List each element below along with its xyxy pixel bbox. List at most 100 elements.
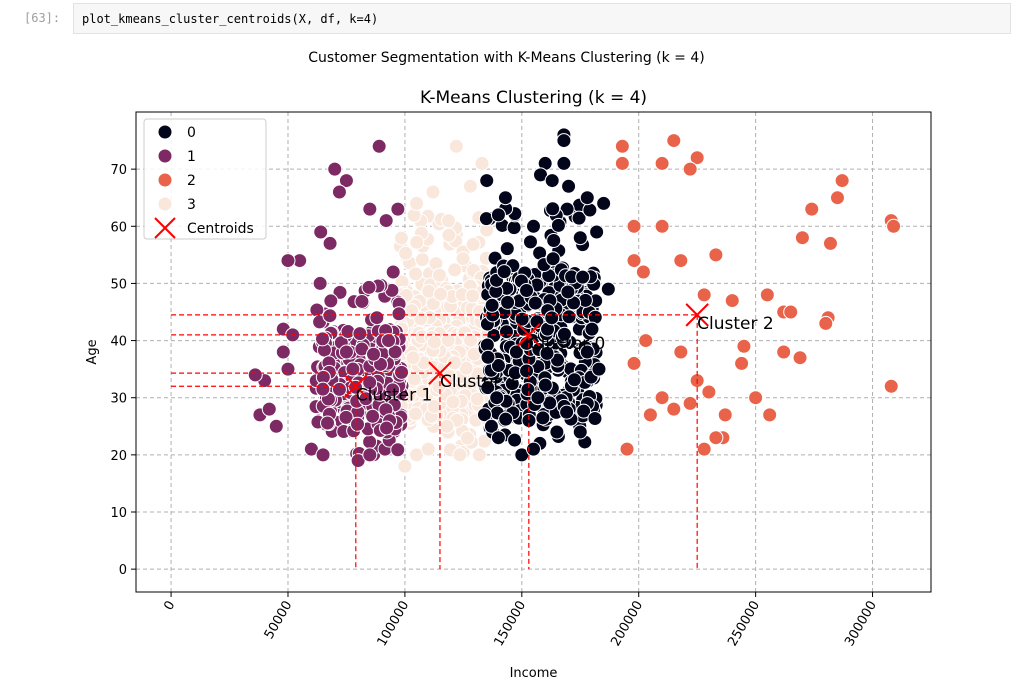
point-cluster-2 xyxy=(886,218,902,234)
point-cluster-2 xyxy=(635,264,651,280)
point-cluster-1 xyxy=(369,310,385,326)
point-cluster-2 xyxy=(673,253,689,269)
point-cluster-2 xyxy=(696,287,712,303)
y-tick-label: 60 xyxy=(110,220,127,235)
point-cluster-0 xyxy=(497,190,513,206)
centroid-label: Cluster 3 xyxy=(440,372,517,392)
point-cluster-1 xyxy=(345,361,361,377)
centroid-label: Cluster 2 xyxy=(697,314,774,334)
point-cluster-1 xyxy=(362,201,378,217)
point-cluster-0 xyxy=(572,424,588,440)
centroid-label: Cluster 0 xyxy=(529,334,606,354)
point-cluster-2 xyxy=(762,407,778,423)
point-cluster-2 xyxy=(822,235,838,251)
point-cluster-2 xyxy=(748,390,764,406)
y-tick-label: 10 xyxy=(110,506,127,521)
point-cluster-2 xyxy=(818,315,834,331)
point-cluster-1 xyxy=(322,308,338,324)
x-axis-label: Income xyxy=(510,666,558,679)
y-tick-label: 40 xyxy=(110,335,127,350)
point-cluster-0 xyxy=(530,390,546,406)
point-cluster-0 xyxy=(507,432,523,448)
point-cluster-1 xyxy=(323,293,339,309)
point-cluster-1 xyxy=(338,409,354,425)
point-cluster-1 xyxy=(362,375,378,391)
legend-marker xyxy=(157,172,173,188)
point-cluster-3 xyxy=(441,213,457,229)
point-cluster-0 xyxy=(582,202,598,218)
point-cluster-1 xyxy=(362,434,378,450)
point-cluster-2 xyxy=(682,395,698,411)
point-cluster-2 xyxy=(666,133,682,149)
x-tick-label: 200000 xyxy=(608,599,646,649)
point-cluster-0 xyxy=(561,309,577,325)
point-cluster-0 xyxy=(550,352,566,368)
centroid-marker xyxy=(685,303,709,327)
point-cluster-2 xyxy=(708,247,724,263)
point-cluster-2 xyxy=(626,218,642,234)
point-cluster-1 xyxy=(327,161,343,177)
point-cluster-0 xyxy=(600,281,616,297)
point-cluster-1 xyxy=(315,381,331,397)
point-cluster-2 xyxy=(642,407,658,423)
point-cluster-1 xyxy=(332,284,348,300)
point-cluster-0 xyxy=(526,441,541,457)
point-cluster-1 xyxy=(312,275,328,291)
point-cluster-0 xyxy=(519,283,535,299)
code-editor[interactable]: plot_kmeans_cluster_centroids(X, df, k=4… xyxy=(73,3,1011,34)
point-cluster-3 xyxy=(433,286,449,302)
point-cluster-2 xyxy=(736,338,752,354)
point-cluster-3 xyxy=(397,458,413,474)
point-cluster-0 xyxy=(544,173,560,189)
point-cluster-3 xyxy=(408,266,424,282)
point-cluster-0 xyxy=(589,224,605,240)
point-cluster-3 xyxy=(439,418,455,434)
point-cluster-2 xyxy=(829,190,845,206)
point-cluster-0 xyxy=(506,220,522,236)
centroid-markers: Cluster 0 Cluster 1 Cluster 2 Cluster 3 xyxy=(344,303,774,405)
chart-title: K-Means Clustering (k = 4) xyxy=(420,88,647,108)
cell-prompt: [63]: xyxy=(24,11,61,25)
point-cluster-1 xyxy=(261,401,277,417)
point-cluster-1 xyxy=(394,364,410,380)
point-cluster-0 xyxy=(575,269,591,285)
point-cluster-2 xyxy=(804,201,820,217)
point-cluster-2 xyxy=(759,287,775,303)
point-cluster-3 xyxy=(426,334,442,350)
point-cluster-0 xyxy=(596,195,612,211)
point-cluster-1 xyxy=(358,391,374,407)
point-cluster-1 xyxy=(350,416,366,432)
point-cluster-0 xyxy=(591,361,607,377)
x-tick-label: 100000 xyxy=(375,599,413,649)
point-cluster-1 xyxy=(247,367,263,383)
legend-box xyxy=(143,118,267,240)
point-cluster-3 xyxy=(431,379,447,395)
point-cluster-2 xyxy=(614,155,630,171)
point-cluster-0 xyxy=(571,210,587,226)
point-cluster-0 xyxy=(490,207,506,223)
legend-label: 0 xyxy=(187,125,196,141)
point-cluster-1 xyxy=(362,447,378,463)
notebook-cell: [63]: plot_kmeans_cluster_centroids(X, d… xyxy=(0,0,1013,40)
point-cluster-1 xyxy=(331,381,347,397)
point-cluster-1 xyxy=(390,442,406,458)
point-cluster-1 xyxy=(385,264,401,280)
point-cluster-0 xyxy=(579,190,595,206)
point-cluster-3 xyxy=(398,245,414,261)
point-cluster-0 xyxy=(476,407,492,423)
point-cluster-2 xyxy=(734,355,750,371)
point-cluster-0 xyxy=(479,173,495,189)
legend-marker xyxy=(157,196,173,212)
point-cluster-1 xyxy=(365,408,381,424)
point-cluster-1 xyxy=(338,344,354,360)
code-text[interactable]: plot_kmeans_cluster_centroids(X, df, k=4… xyxy=(82,12,379,26)
point-cluster-1 xyxy=(361,279,377,295)
point-cluster-1 xyxy=(390,201,406,217)
point-cluster-1 xyxy=(313,224,329,240)
point-cluster-3 xyxy=(441,227,457,243)
point-cluster-0 xyxy=(559,404,575,420)
point-cluster-2 xyxy=(654,155,670,171)
point-cluster-0 xyxy=(584,321,600,337)
point-cluster-3 xyxy=(465,288,481,304)
point-cluster-3 xyxy=(447,262,463,278)
